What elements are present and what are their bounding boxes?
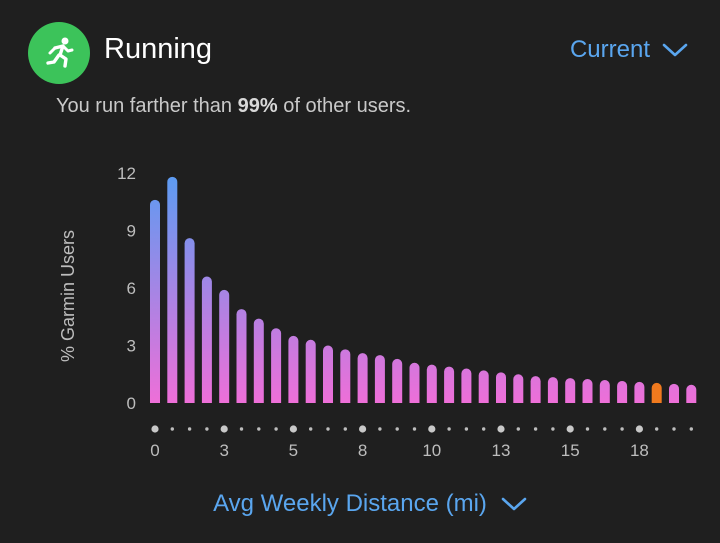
bar [547,377,558,403]
xtick-dot [412,427,417,431]
xtick-dot [343,427,347,431]
bar [426,364,437,403]
xtick-dot [672,427,676,431]
xaxis-label: Avg Weekly Distance (mi) [213,490,487,517]
xtick-dot [170,427,174,431]
bar [167,176,178,403]
xtick-dot [551,427,555,431]
bar [392,358,403,403]
xtick-dot [274,427,278,431]
chevron-down-icon [662,43,688,57]
bar [461,368,472,403]
bar [669,383,679,403]
bar [253,318,264,403]
xaxis-selector[interactable]: Avg Weekly Distance (mi) [0,490,720,518]
ytick-label: 3 [127,337,136,356]
xtick-dot [326,427,330,431]
running-person-icon [46,37,74,68]
summary-percentile: 99% [237,95,278,117]
xtick-dot [151,425,159,433]
bar [305,339,316,403]
bar [617,380,628,403]
bar [409,362,420,403]
xtick-dot [635,425,644,433]
xtick-label: 3 [219,441,228,460]
xtick-dot [482,427,486,431]
xtick-dot [220,425,228,433]
bar [236,309,247,403]
xtick-dot [187,427,192,431]
bar [530,376,541,403]
bar [634,381,645,403]
bar [357,353,368,403]
bar [184,238,195,403]
xtick-dot [603,427,607,431]
bar [565,378,576,403]
summary-text: You run farther than 99% of other users. [56,95,411,118]
xtick-dot [289,425,297,433]
period-selector[interactable]: Current [570,36,688,64]
xtick-dot [464,427,469,431]
period-label: Current [569,36,650,63]
xtick-dot [359,425,367,433]
xtick-label: 13 [492,441,511,460]
running-icon [28,22,90,84]
xtick-dot [257,427,261,431]
xtick-dot [689,427,693,431]
chevron-down-icon [501,497,527,511]
xtick-dot [428,425,436,433]
xtick-dot [620,427,624,431]
yaxis-label: % Garmin Users [58,230,78,362]
ytick-label: 12 [117,164,136,183]
xtick-dot [516,427,520,431]
ytick-label: 9 [127,222,136,241]
bar [444,366,455,403]
xtick-dot [239,427,244,431]
xtick-dot [447,427,451,431]
xtick-label: 15 [561,441,580,460]
xtick-dot [655,427,659,431]
xtick-dot [378,427,382,431]
xtick-dot [497,425,505,433]
xtick-dot [309,427,313,431]
xtick-dot [585,427,590,431]
bar [582,379,593,403]
xtick-dot [533,427,538,431]
xtick-label: 5 [289,441,298,460]
xtick-dot [395,427,399,431]
ytick-label: 6 [127,279,136,298]
xtick-dot [205,427,209,431]
bar [323,345,333,403]
bar [340,349,351,403]
activity-title: Running [104,33,213,65]
xtick-dot [566,425,574,433]
bar [513,374,524,403]
xtick-label: 18 [630,441,649,460]
distance-histogram: % Garmin Users 0 3 6 9 12 0 3 5 8 10 13 15 18 [58,164,697,460]
bar [686,384,697,403]
summary-prefix: You run farther than [56,95,238,117]
bar [478,370,489,403]
xtick-label: 8 [358,441,367,460]
bar [288,335,299,403]
bar [599,380,610,403]
bar [374,355,385,403]
bar [219,289,230,403]
bar [496,372,506,403]
bar-user [651,382,662,403]
xtick-label: 0 [150,441,159,460]
xtick-label: 10 [422,441,441,460]
bar [201,276,212,403]
summary-suffix: of other users. [277,95,412,117]
bar [150,199,160,403]
bar [271,328,282,403]
ytick-label: 0 [127,394,136,413]
